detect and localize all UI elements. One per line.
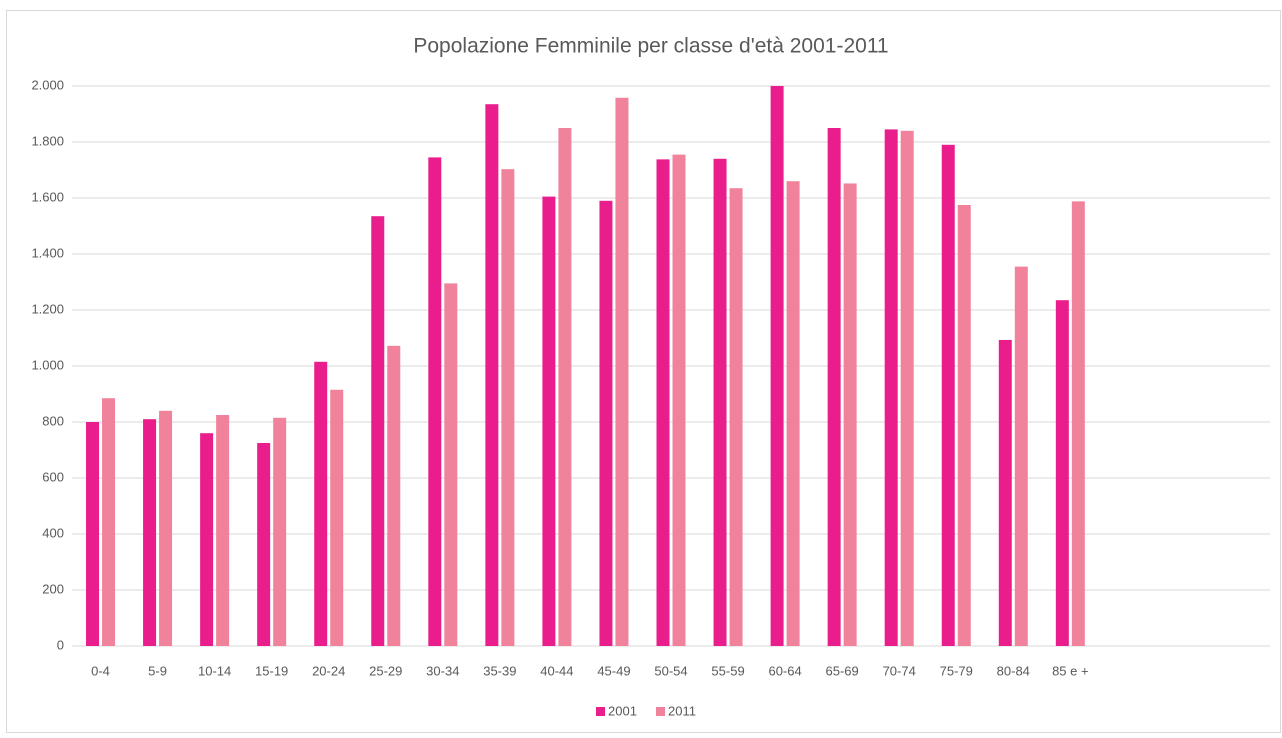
x-tick-label: 20-24 [312, 663, 345, 678]
bar [998, 339, 1012, 646]
y-tick-label: 400 [42, 525, 64, 540]
bar [216, 415, 230, 646]
bar [672, 154, 686, 646]
x-tick-label: 50-54 [654, 663, 687, 678]
bar [273, 417, 287, 646]
y-tick-label: 1.800 [31, 133, 64, 148]
bar [159, 410, 173, 646]
x-tick-label: 15-19 [255, 663, 288, 678]
x-tick-label: 45-49 [597, 663, 630, 678]
legend-label: 2001 [608, 703, 637, 718]
bar [827, 128, 841, 646]
chart-title: Popolazione Femminile per classe d'età 2… [413, 35, 888, 58]
bar [371, 216, 385, 646]
bar [200, 433, 214, 646]
bar [1071, 201, 1085, 647]
x-tick-label: 5-9 [148, 663, 167, 678]
bar [786, 181, 800, 646]
bar [444, 283, 458, 646]
bar [330, 389, 344, 646]
bar [843, 183, 857, 646]
bar [387, 345, 401, 646]
x-tick-label: 60-64 [768, 663, 801, 678]
bar [1014, 266, 1028, 646]
y-tick-label: 600 [42, 469, 64, 484]
legend-swatch [656, 707, 665, 716]
y-tick-label: 200 [42, 581, 64, 596]
bar [770, 86, 784, 646]
chart-border [6, 10, 1281, 733]
y-tick-label: 800 [42, 413, 64, 428]
bar [884, 129, 898, 646]
bar [257, 443, 271, 646]
bar [485, 104, 499, 646]
x-tick-label: 10-14 [198, 663, 231, 678]
x-tick-label: 70-74 [883, 663, 916, 678]
y-tick-label: 1.200 [31, 301, 64, 316]
bar [900, 130, 914, 647]
bar [558, 128, 572, 646]
legend-label: 2011 [668, 703, 696, 718]
x-tick-label: 35-39 [483, 663, 516, 678]
y-tick-label: 1.600 [31, 189, 64, 204]
y-tick-label: 0 [57, 637, 64, 652]
y-tick-label: 2.000 [31, 77, 64, 92]
x-tick-label: 40-44 [540, 663, 573, 678]
bar [941, 144, 955, 647]
x-tick-label: 85 e + [1052, 663, 1089, 678]
bar [615, 97, 629, 646]
y-tick-label: 1.000 [31, 357, 64, 372]
bar [428, 157, 442, 646]
bar [102, 398, 116, 646]
bar [501, 169, 515, 646]
x-tick-label: 80-84 [997, 663, 1030, 678]
x-tick-label: 0-4 [91, 663, 110, 678]
bar [729, 188, 743, 646]
bar [599, 200, 613, 647]
x-tick-label: 25-29 [369, 663, 402, 678]
bar [957, 205, 971, 646]
x-tick-label: 30-34 [426, 663, 459, 678]
bar [143, 419, 157, 646]
bar [542, 196, 556, 646]
bar [713, 158, 727, 647]
x-tick-label: 75-79 [940, 663, 973, 678]
y-tick-label: 1.400 [31, 245, 64, 260]
x-tick-label: 55-59 [711, 663, 744, 678]
bar [1055, 300, 1069, 646]
x-tick-label: 65-69 [826, 663, 859, 678]
legend-swatch [596, 707, 605, 716]
bar [86, 422, 100, 646]
bar [314, 361, 328, 646]
bar [656, 159, 670, 647]
